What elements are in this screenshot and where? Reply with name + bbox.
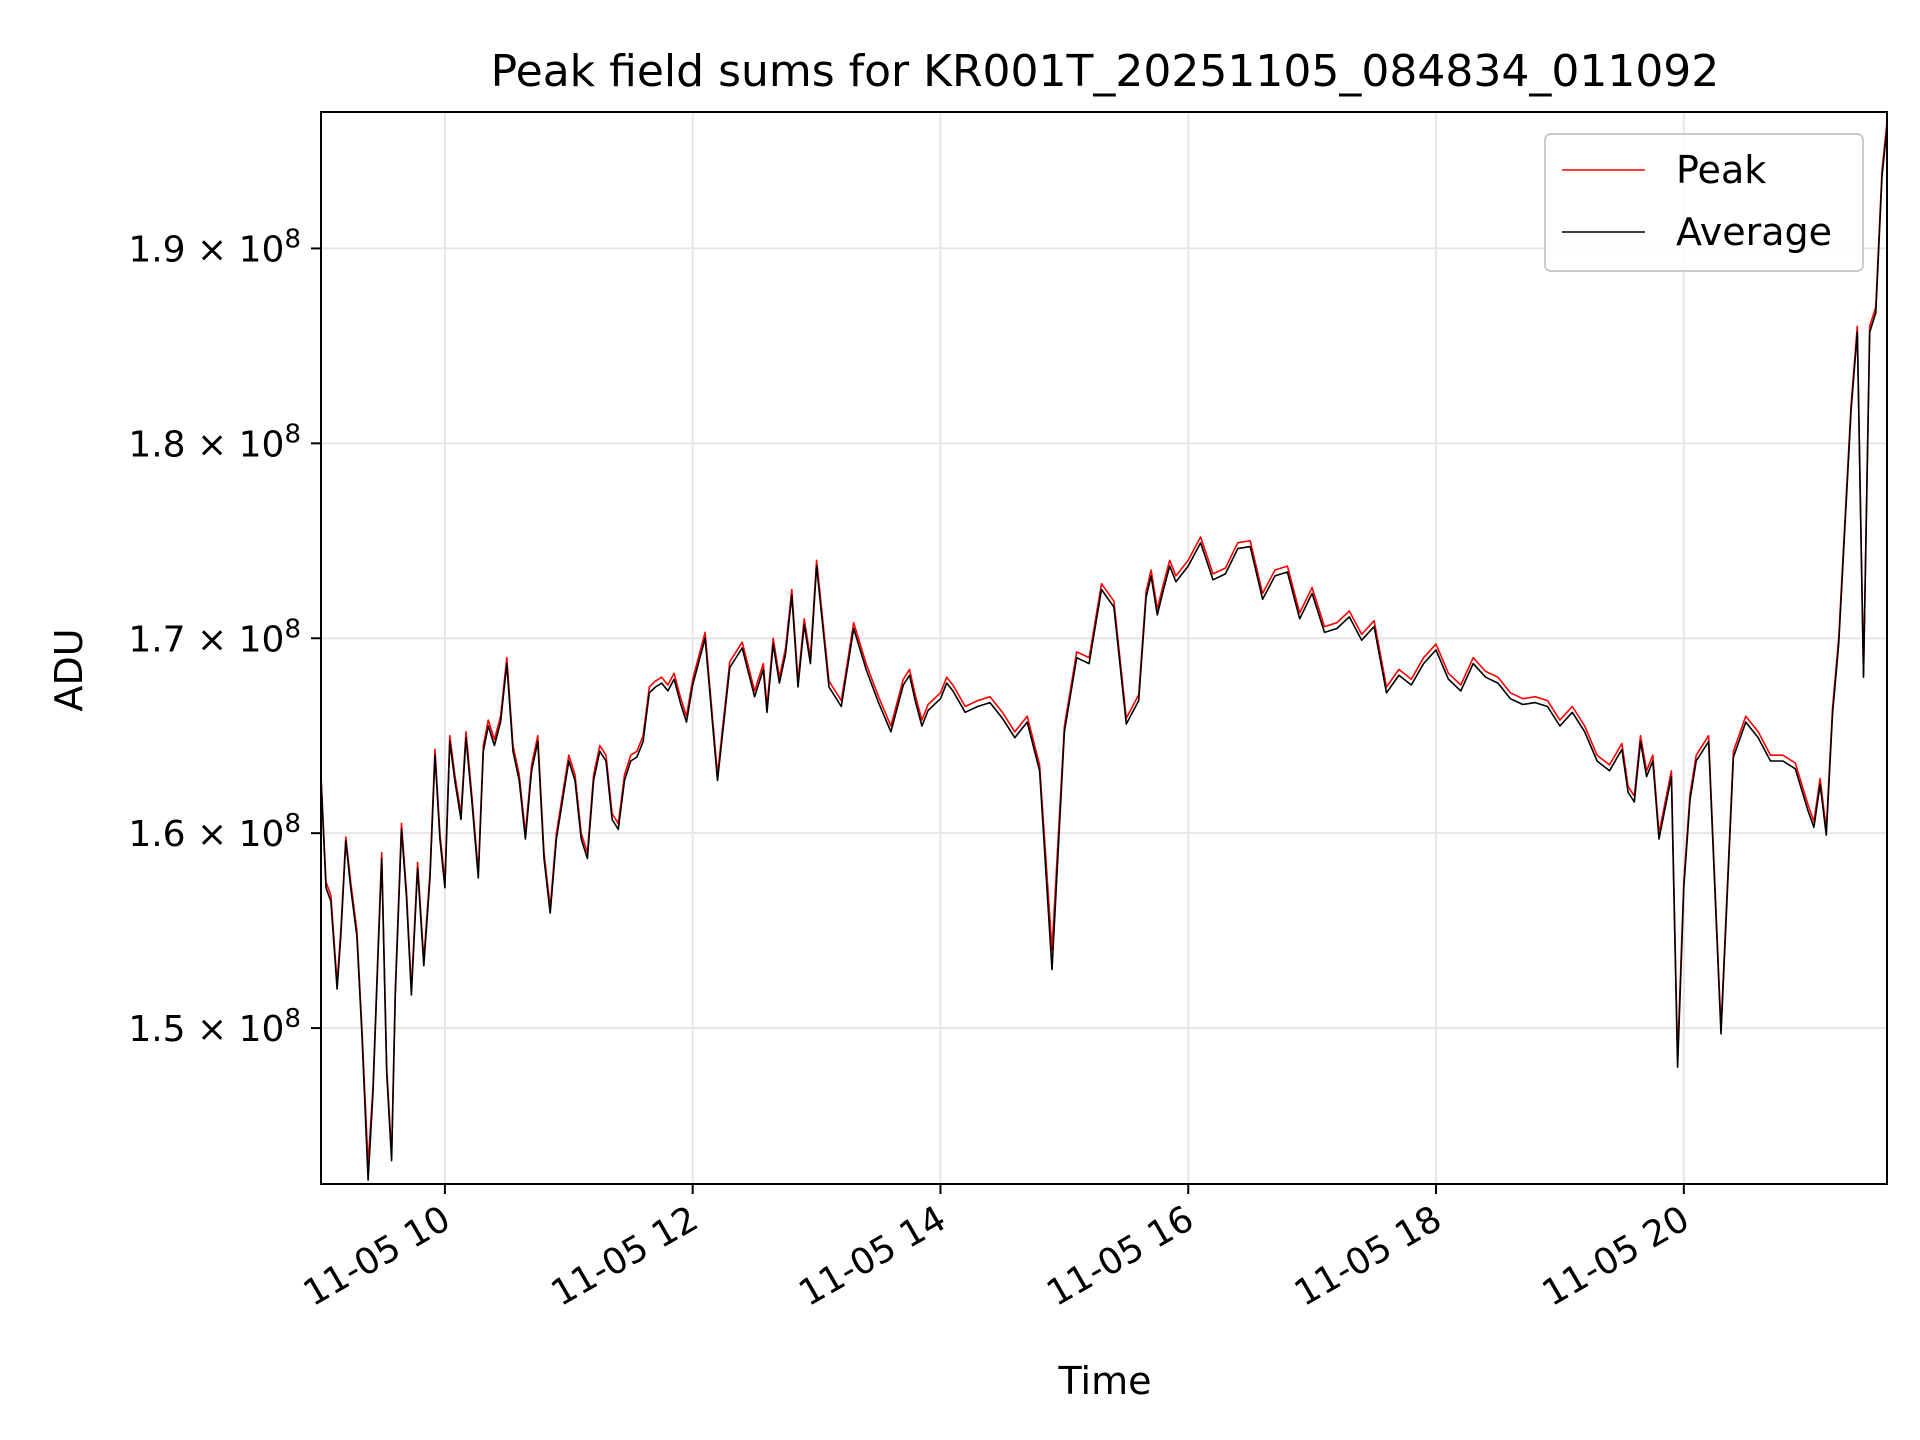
series-line-average — [321, 127, 1887, 1181]
y-tick-label: 1.8 × 108 — [128, 419, 301, 465]
y-tick-label: 1.6 × 108 — [128, 809, 301, 855]
x-tick-label: 11-05 16 — [1040, 1198, 1201, 1314]
y-axis-label: ADU — [47, 628, 91, 711]
legend-frame — [1544, 133, 1864, 272]
y-tick-label: 1.7 × 108 — [128, 614, 301, 660]
chart-title: Peak field sums for KR001T_20251105_0848… — [491, 46, 1720, 97]
legend: Peak Average — [1544, 133, 1864, 272]
legend-label-peak: Peak — [1676, 148, 1766, 192]
legend-label-average: Average — [1676, 210, 1832, 254]
series-layer — [321, 121, 1887, 1181]
x-axis-label: Time — [1058, 1359, 1152, 1403]
x-axis: 11-05 10 11-05 12 11-05 14 11-05 16 11-05 18… — [297, 1184, 1697, 1315]
y-tick-label: 1.9 × 108 — [128, 224, 301, 270]
y-tick-label: 1.5 × 108 — [128, 1004, 301, 1050]
x-tick-label: 11-05 12 — [545, 1198, 706, 1314]
x-tick-label: 11-05 20 — [1536, 1198, 1697, 1314]
x-tick-label: 11-05 10 — [297, 1198, 458, 1314]
series-line-peak — [321, 121, 1887, 1166]
x-tick-label: 11-05 18 — [1288, 1198, 1449, 1314]
x-tick-label: 11-05 14 — [792, 1198, 953, 1314]
y-axis: 1.5 × 108 1.6 × 108 1.7 × 108 1.8 × 108 1.9 … — [128, 224, 321, 1050]
grid-lines — [321, 112, 1887, 1184]
plot-area — [320, 111, 1888, 1185]
